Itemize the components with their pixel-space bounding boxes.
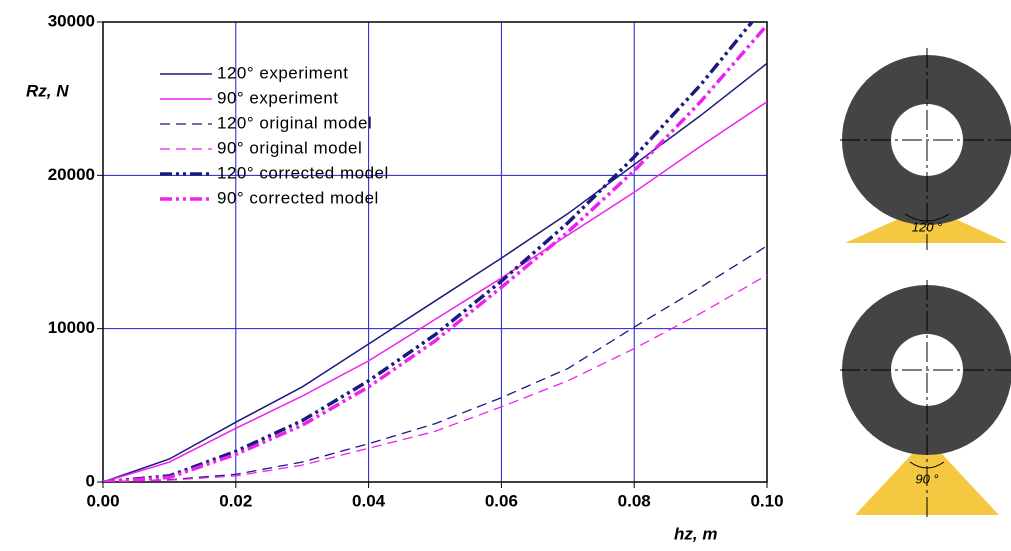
legend-label: 90° experiment xyxy=(217,88,339,107)
diagram-90: 90 ° xyxy=(840,280,1011,520)
legend-label: 120° corrected model xyxy=(217,163,389,182)
angle-label: 90 ° xyxy=(915,471,938,486)
legend-label: 120° original model xyxy=(217,113,372,132)
x-tick-label: 0.08 xyxy=(618,491,651,510)
legend-label: 90° corrected model xyxy=(217,188,379,207)
series-line xyxy=(103,23,767,482)
legend-label: 90° original model xyxy=(217,138,362,157)
diagram-120: 120 ° xyxy=(840,48,1011,250)
angle-label: 120 ° xyxy=(912,219,943,234)
series-line xyxy=(103,274,767,482)
angle-arc xyxy=(909,461,945,469)
x-axis-label: hz, m xyxy=(674,524,717,543)
x-tick-label: 0.00 xyxy=(86,491,119,510)
x-tick-label: 0.04 xyxy=(352,491,386,510)
series-line xyxy=(103,101,767,482)
plot xyxy=(103,22,767,482)
x-tick-label: 0.10 xyxy=(750,491,783,510)
y-tick-label: 20000 xyxy=(48,165,95,184)
angle-arc xyxy=(904,213,950,222)
series-line xyxy=(103,62,767,482)
x-tick-label: 0.02 xyxy=(219,491,252,510)
plot-frame xyxy=(102,21,768,483)
series-line xyxy=(103,245,767,482)
y-axis-label: Rz, N xyxy=(26,81,69,100)
y-tick-label: 30000 xyxy=(48,11,95,30)
x-tick-label: 0.06 xyxy=(485,491,518,510)
y-tick-label: 0 xyxy=(86,471,95,490)
legend-label: 120° experiment xyxy=(217,63,348,82)
y-tick-label: 10000 xyxy=(48,318,95,337)
series-line xyxy=(103,22,755,482)
